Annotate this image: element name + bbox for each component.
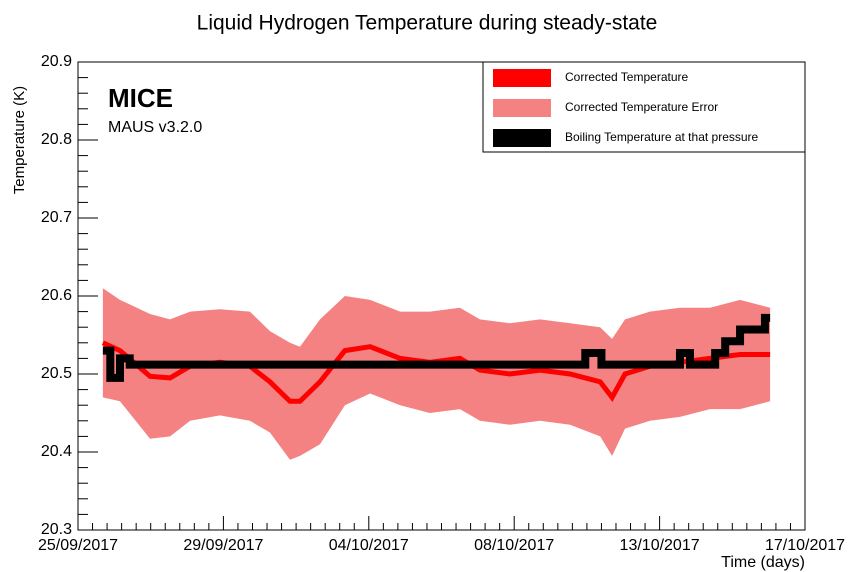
error-band — [102, 288, 771, 460]
boiling-line — [102, 313, 771, 382]
legend-label: Boiling Temperature at that pressure — [565, 130, 759, 144]
y-tick-label: 20.9 — [41, 53, 72, 70]
annotation: MICE — [108, 83, 173, 113]
y-tick-label: 20.4 — [41, 443, 72, 460]
x-tick-label: 29/09/2017 — [183, 537, 263, 554]
x-tick-label: 13/10/2017 — [620, 537, 700, 554]
annotation: MAUS v3.2.0 — [108, 119, 202, 136]
y-tick-label: 20.8 — [41, 131, 72, 148]
x-tick-label: 08/10/2017 — [474, 537, 554, 554]
x-tick-label: 04/10/2017 — [329, 537, 409, 554]
legend-swatch — [493, 129, 551, 147]
legend-label: Corrected Temperature Error — [565, 100, 718, 114]
x-axis-label: Time (days) — [721, 554, 805, 571]
y-tick-label: 20.5 — [41, 365, 72, 382]
chart-title: Liquid Hydrogen Temperature during stead… — [197, 12, 658, 35]
y-axis-label: Temperature (K) — [11, 86, 28, 194]
x-tick-label: 25/09/2017 — [38, 537, 118, 554]
x-tick-label: 17/10/2017 — [765, 537, 845, 554]
legend-swatch — [493, 99, 551, 117]
y-tick-label: 20.6 — [41, 287, 72, 304]
legend-label: Corrected Temperature — [565, 70, 688, 84]
y-tick-label: 20.3 — [41, 521, 72, 538]
legend-swatch — [493, 69, 551, 87]
y-tick-label: 20.7 — [41, 209, 72, 226]
